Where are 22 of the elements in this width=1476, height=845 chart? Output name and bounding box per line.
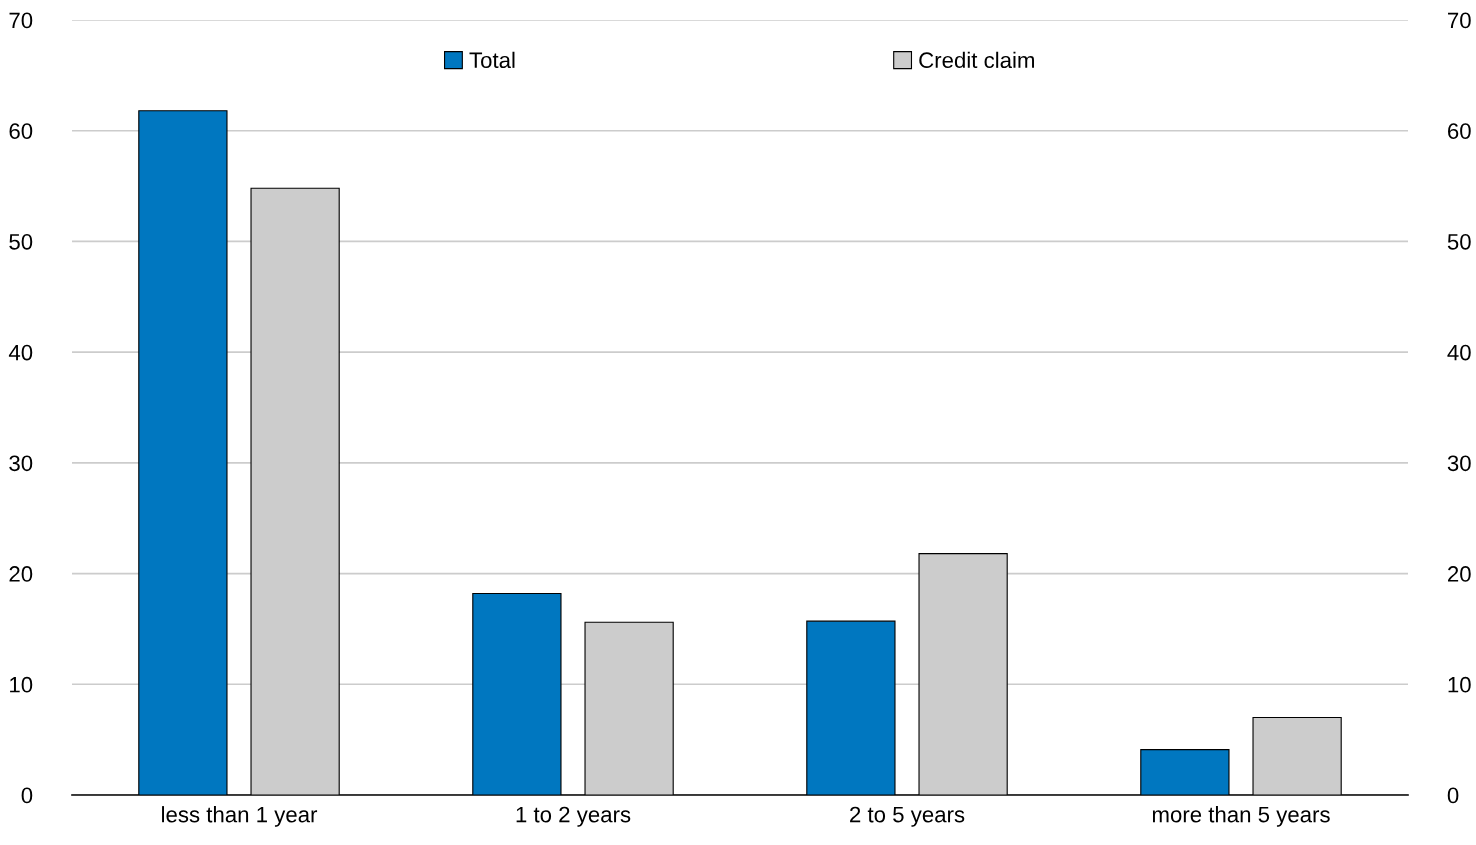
- y2-tick-label: 30: [1447, 455, 1471, 472]
- y2-tick-label: 20: [1448, 566, 1471, 582]
- y-tick-label: 60: [9, 123, 33, 139]
- y-tick-label: 0: [21, 787, 33, 804]
- y-tick-label: 70: [9, 12, 33, 29]
- x-tick-label: more than 5 years: [1152, 806, 1330, 827]
- y2-tick-label: 0: [1447, 787, 1459, 804]
- legend-label: Total: [469, 51, 515, 69]
- y2-tick-label: 50: [1447, 233, 1471, 250]
- x-tick-label: 1 to 2 years: [516, 806, 631, 827]
- y-tick-label: 30: [9, 455, 33, 472]
- y2-tick-label: 70: [1448, 12, 1471, 29]
- legend-label: Credit claim: [919, 51, 1034, 69]
- y-tick-label: 20: [9, 566, 33, 582]
- y-tick-label: 10: [10, 676, 33, 693]
- x-tick-label: less than 1 year: [162, 806, 318, 827]
- y2-tick-label: 40: [1447, 344, 1471, 361]
- y-tick-label: 50: [9, 233, 33, 250]
- y2-tick-label: 60: [1448, 123, 1471, 139]
- x-tick-label: 2 to 5 years: [850, 806, 965, 827]
- y-tick-label: 40: [8, 344, 33, 361]
- y2-tick-label: 10: [1448, 676, 1471, 693]
